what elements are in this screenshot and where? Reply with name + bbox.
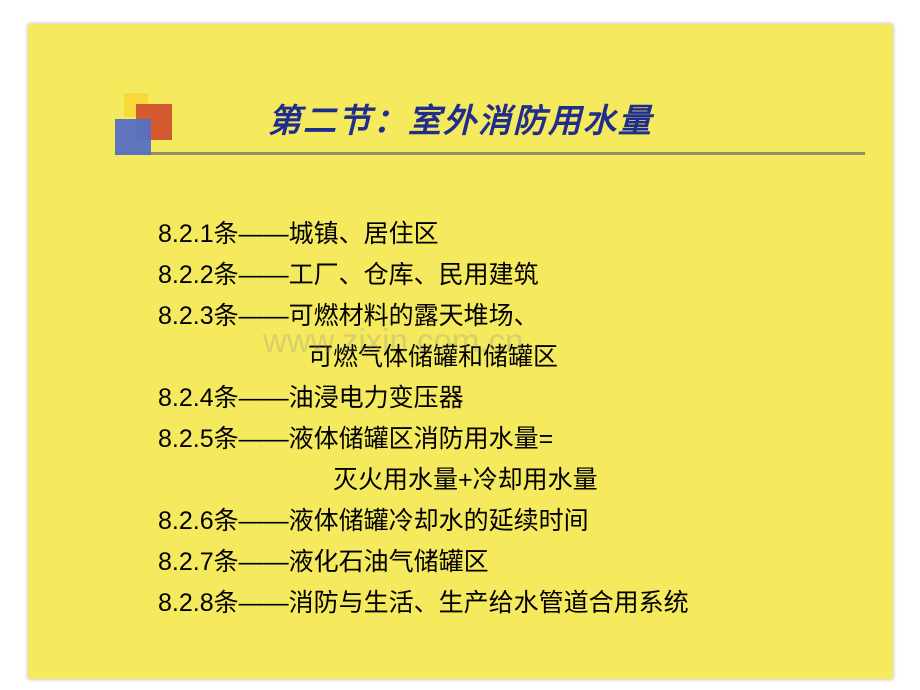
list-item: 8.2.3条——可燃材料的露天堆场、: [158, 296, 689, 337]
list-item: 8.2.2条——工厂、仓库、民用建筑: [158, 255, 689, 296]
title-underline: [115, 152, 865, 155]
content-list: 8.2.1条——城镇、居住区 8.2.2条——工厂、仓库、民用建筑 8.2.3条…: [158, 214, 689, 624]
list-item: 8.2.4条——油浸电力变压器: [158, 378, 689, 419]
decor-blue-square: [115, 119, 151, 155]
list-item: 可燃气体储罐和储罐区: [158, 337, 689, 378]
list-item: 8.2.6条——液体储罐冷却水的延续时间: [158, 501, 689, 542]
list-item: 8.2.1条——城镇、居住区: [158, 214, 689, 255]
list-item: 8.2.8条——消防与生活、生产给水管道合用系统: [158, 583, 689, 624]
list-item: 灭火用水量+冷却用水量: [158, 460, 689, 501]
list-item: 8.2.7条——液化石油气储罐区: [158, 542, 689, 583]
slide-content: 第二节：室外消防用水量 8.2.1条——城镇、居住区 8.2.2条——工厂、仓库…: [28, 24, 893, 679]
list-item: 8.2.5条——液体储罐区消防用水量=: [158, 419, 689, 460]
